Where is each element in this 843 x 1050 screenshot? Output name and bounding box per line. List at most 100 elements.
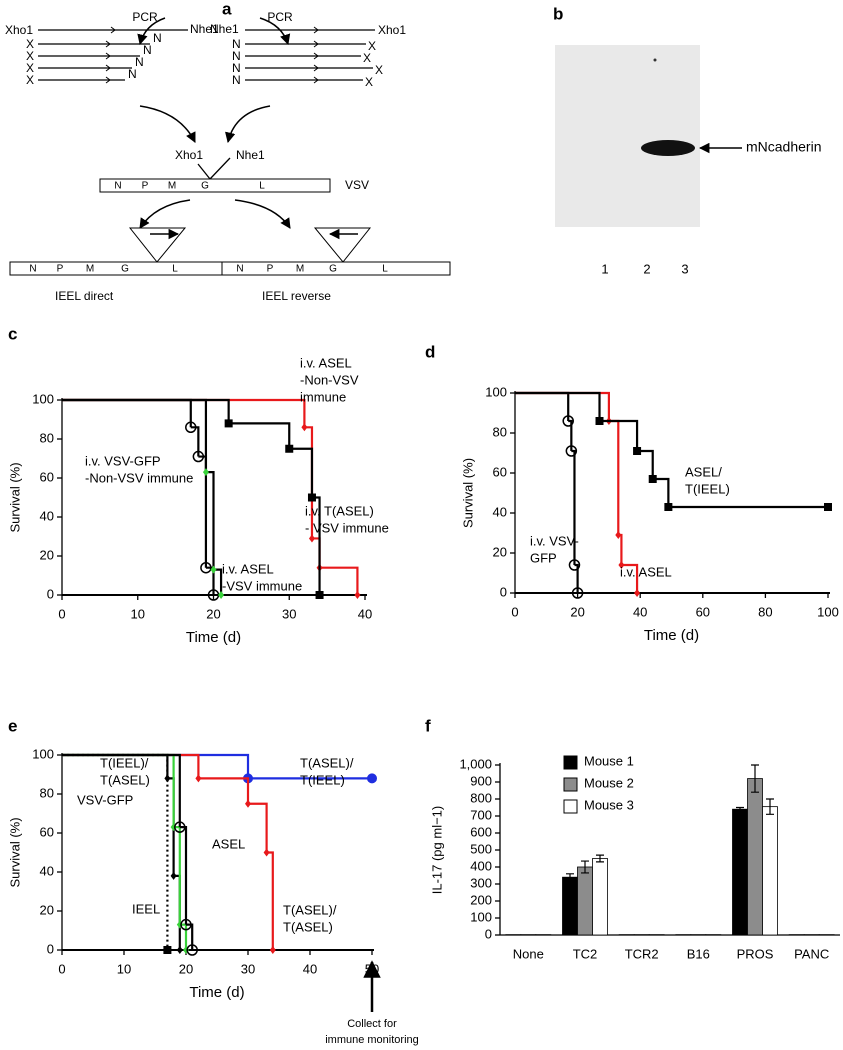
arrow-chevron [105,52,111,60]
arrow-chevron [313,40,319,48]
x-axis-label: Time (d) [189,984,244,1001]
y-tick-label: 0 [500,584,507,599]
marker [315,591,324,599]
y-tick-label: 80 [40,430,54,445]
curved-arrow [139,105,196,143]
genome-box [221,261,451,276]
genome-box [99,178,331,193]
y-tick-label: 700 [470,807,492,822]
end-label: X [26,73,34,87]
x-tick-label: 30 [241,961,255,976]
gene-label: N [236,264,243,275]
gene-label: L [172,264,178,275]
gene-label: L [259,181,265,192]
legend-swatch [563,799,578,814]
y-tick-label: 40 [40,508,54,523]
bar [562,876,578,936]
series-label: T(ASEL) [100,772,150,787]
marker [163,946,172,954]
gene-label: G [329,264,337,275]
marker [824,503,832,511]
lane-label: 1 [601,261,608,276]
marker [571,587,584,599]
arrow-chevron [313,64,319,72]
note: immune monitoring [325,1034,419,1046]
y-axis-label: Survival (%) [460,458,475,528]
gene-label: M [296,264,304,275]
arrow-chevron [110,26,116,34]
x-tick-label: 10 [131,606,145,621]
end-label: X [368,39,376,53]
survival-step [289,447,314,498]
survival-step [186,923,194,950]
x-tick-label: 100 [817,604,839,619]
survival-step [190,426,200,457]
series-label: i.v. ASEL [300,355,352,370]
survival-step [618,533,623,565]
error-bar [566,873,574,882]
x-tick-label: 0 [511,604,518,619]
marker [180,918,192,931]
survival-step [515,391,601,421]
gene-label: M [86,264,94,275]
x-tick-label: PROS [737,946,774,961]
construct-label: IEEL direct [55,289,114,303]
survival-step [621,563,639,593]
x-tick-label: TCR2 [625,946,659,961]
survival-step [311,537,321,568]
gene-label: G [201,181,209,192]
x-tick-label: PANC [794,946,829,961]
insert-triangle [313,227,372,263]
marker [245,799,251,808]
panel-label: d [425,342,435,361]
end-label: N [135,55,144,69]
marker [176,946,183,954]
survival-step [228,422,291,449]
series-label: T(ASEL)/ [283,902,337,917]
gene-label: M [168,181,176,192]
insert-line [197,163,211,180]
x-tick-label: None [513,946,544,961]
survival-step [266,851,274,950]
marker [174,821,186,833]
marker [634,589,641,597]
survival-step [574,563,579,593]
marker [192,450,205,463]
legend-label: Mouse 1 [584,753,634,768]
y-tick-label: 100 [32,391,54,406]
series-label: T(IEEL) [685,481,730,496]
y-tick-label: 800 [470,790,492,805]
series-label: IEEL [132,901,160,916]
x-tick-label: 40 [358,606,372,621]
x-tick-label: 30 [282,606,296,621]
series-label: i.v. ASEL [222,561,274,576]
end-label: N [232,61,241,75]
end-label: X [375,63,383,77]
y-tick-label: 0 [47,941,54,956]
y-tick-label: 1,000 [459,756,492,771]
gene-label: L [382,264,388,275]
series-label: i.v. T(ASEL) [305,503,374,518]
gene-label: P [57,264,64,275]
series-label: - VSV immune [305,520,389,535]
y-axis-label: Survival (%) [7,462,22,532]
y-tick-label: 100 [470,909,492,924]
series-label: -Non-VSV immune [85,470,193,485]
marker [354,591,361,599]
arrow-chevron [313,76,319,84]
survival-step [608,419,620,535]
y-tick-label: 80 [493,424,507,439]
vector-label: VSV [345,178,369,192]
blot-band [641,140,695,156]
survival-step [205,471,215,570]
marker [367,773,377,784]
survival-step [599,419,639,451]
y-axis-label: Survival (%) [7,817,22,887]
y-tick-label: 0 [485,926,492,941]
end-label: X [365,75,373,89]
gene-label: P [267,264,274,275]
marker [186,944,198,956]
x-tick-label: TC2 [573,946,598,961]
bar [577,866,593,936]
x-tick-label: 20 [206,606,220,621]
